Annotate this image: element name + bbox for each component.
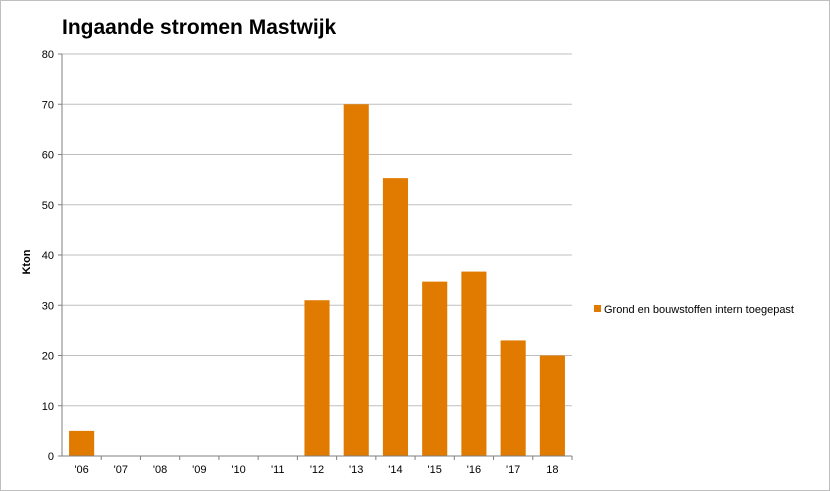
x-axis-ticks: '06 '07 '08 '09 '10 '11 '12 '13 '14 '15 '16 '17 18	[74, 456, 573, 476]
x-tick-label: '12	[310, 464, 324, 476]
x-tick-label: '11	[271, 464, 285, 476]
bar	[343, 104, 369, 456]
bar	[422, 281, 448, 456]
y-tick-label: 40	[42, 250, 54, 262]
bar	[500, 340, 526, 456]
bar	[539, 355, 565, 456]
x-tick-label: '06	[74, 464, 88, 476]
x-tick-label: '15	[428, 464, 442, 476]
y-tick-label: 60	[42, 150, 54, 162]
x-tick-label: 18	[546, 464, 558, 476]
chart-title: Ingaande stromen Mastwijk	[62, 16, 337, 39]
y-tick-label: 20	[42, 351, 54, 363]
y-tick-label: 0	[48, 451, 54, 463]
bar	[304, 300, 330, 456]
x-tick-label: '13	[349, 464, 363, 476]
x-tick-label: '14	[388, 464, 402, 476]
y-axis-label: Kton	[21, 249, 33, 274]
legend-swatch	[594, 305, 601, 312]
y-tick-label: 70	[42, 99, 54, 111]
x-tick-label: '09	[192, 464, 206, 476]
x-tick-label: '16	[467, 464, 481, 476]
y-tick-label: 80	[42, 49, 54, 61]
x-tick-label: '08	[153, 464, 167, 476]
bar	[382, 178, 409, 456]
y-axis-ticks: 0 10 20 30 40 50 60 70 80	[42, 49, 62, 463]
y-tick-label: 10	[42, 401, 54, 413]
bars	[69, 104, 565, 456]
x-tick-label: '07	[114, 464, 128, 476]
x-tick-label: '17	[506, 464, 520, 476]
x-tick-label: '10	[231, 464, 245, 476]
bar	[69, 430, 95, 456]
legend-label: Grond en bouwstoffen intern toegepast	[604, 304, 794, 316]
bar	[461, 271, 487, 456]
y-tick-label: 30	[42, 300, 54, 312]
legend: Grond en bouwstoffen intern toegepast	[594, 304, 794, 316]
y-tick-label: 50	[42, 200, 54, 212]
